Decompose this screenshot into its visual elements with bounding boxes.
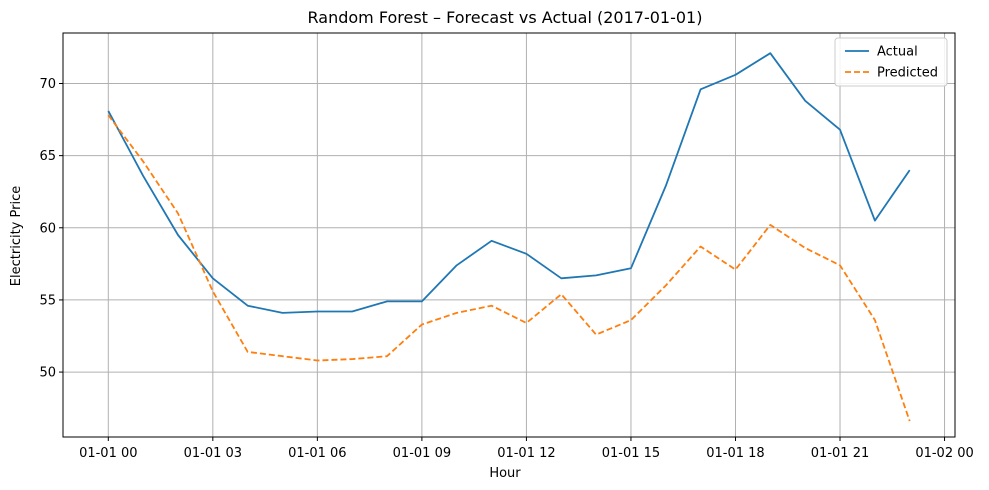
legend-label: Actual xyxy=(877,45,918,60)
series-lines xyxy=(107,52,911,422)
x-tick-label: 01-01 03 xyxy=(184,446,242,461)
grid-lines xyxy=(63,33,955,437)
x-tick-label: 01-01 09 xyxy=(393,446,451,461)
legend: Actual Predicted xyxy=(834,37,948,87)
x-tick-label: 01-01 18 xyxy=(706,446,764,461)
legend-box xyxy=(834,37,948,87)
y-axis-ticks: 50 55 60 65 70 xyxy=(39,77,63,381)
series-line-actual xyxy=(107,52,911,314)
chart-title: Random Forest – Forecast vs Actual (2017… xyxy=(308,8,703,27)
x-tick-label: 01-01 21 xyxy=(811,446,869,461)
y-tick-label: 55 xyxy=(39,293,56,308)
series-line-predicted xyxy=(107,114,911,422)
x-tick-label: 01-01 00 xyxy=(79,446,137,461)
y-tick-label: 70 xyxy=(39,77,56,92)
y-tick-label: 50 xyxy=(39,366,56,381)
y-tick-label: 65 xyxy=(39,149,56,164)
x-tick-label: 01-01 15 xyxy=(602,446,660,461)
x-axis-label: Hour xyxy=(489,466,521,481)
y-tick-label: 60 xyxy=(39,221,56,236)
legend-label: Predicted xyxy=(877,66,938,81)
plot-frame xyxy=(62,32,956,438)
x-axis-ticks: 01-01 00 01-01 03 01-01 06 01-01 09 01-01 12… xyxy=(79,437,974,461)
x-tick-label: 01-01 12 xyxy=(497,446,555,461)
y-axis-label: Electricity Price xyxy=(9,186,24,286)
x-tick-label: 01-02 00 xyxy=(915,446,973,461)
x-tick-label: 01-01 06 xyxy=(288,446,346,461)
